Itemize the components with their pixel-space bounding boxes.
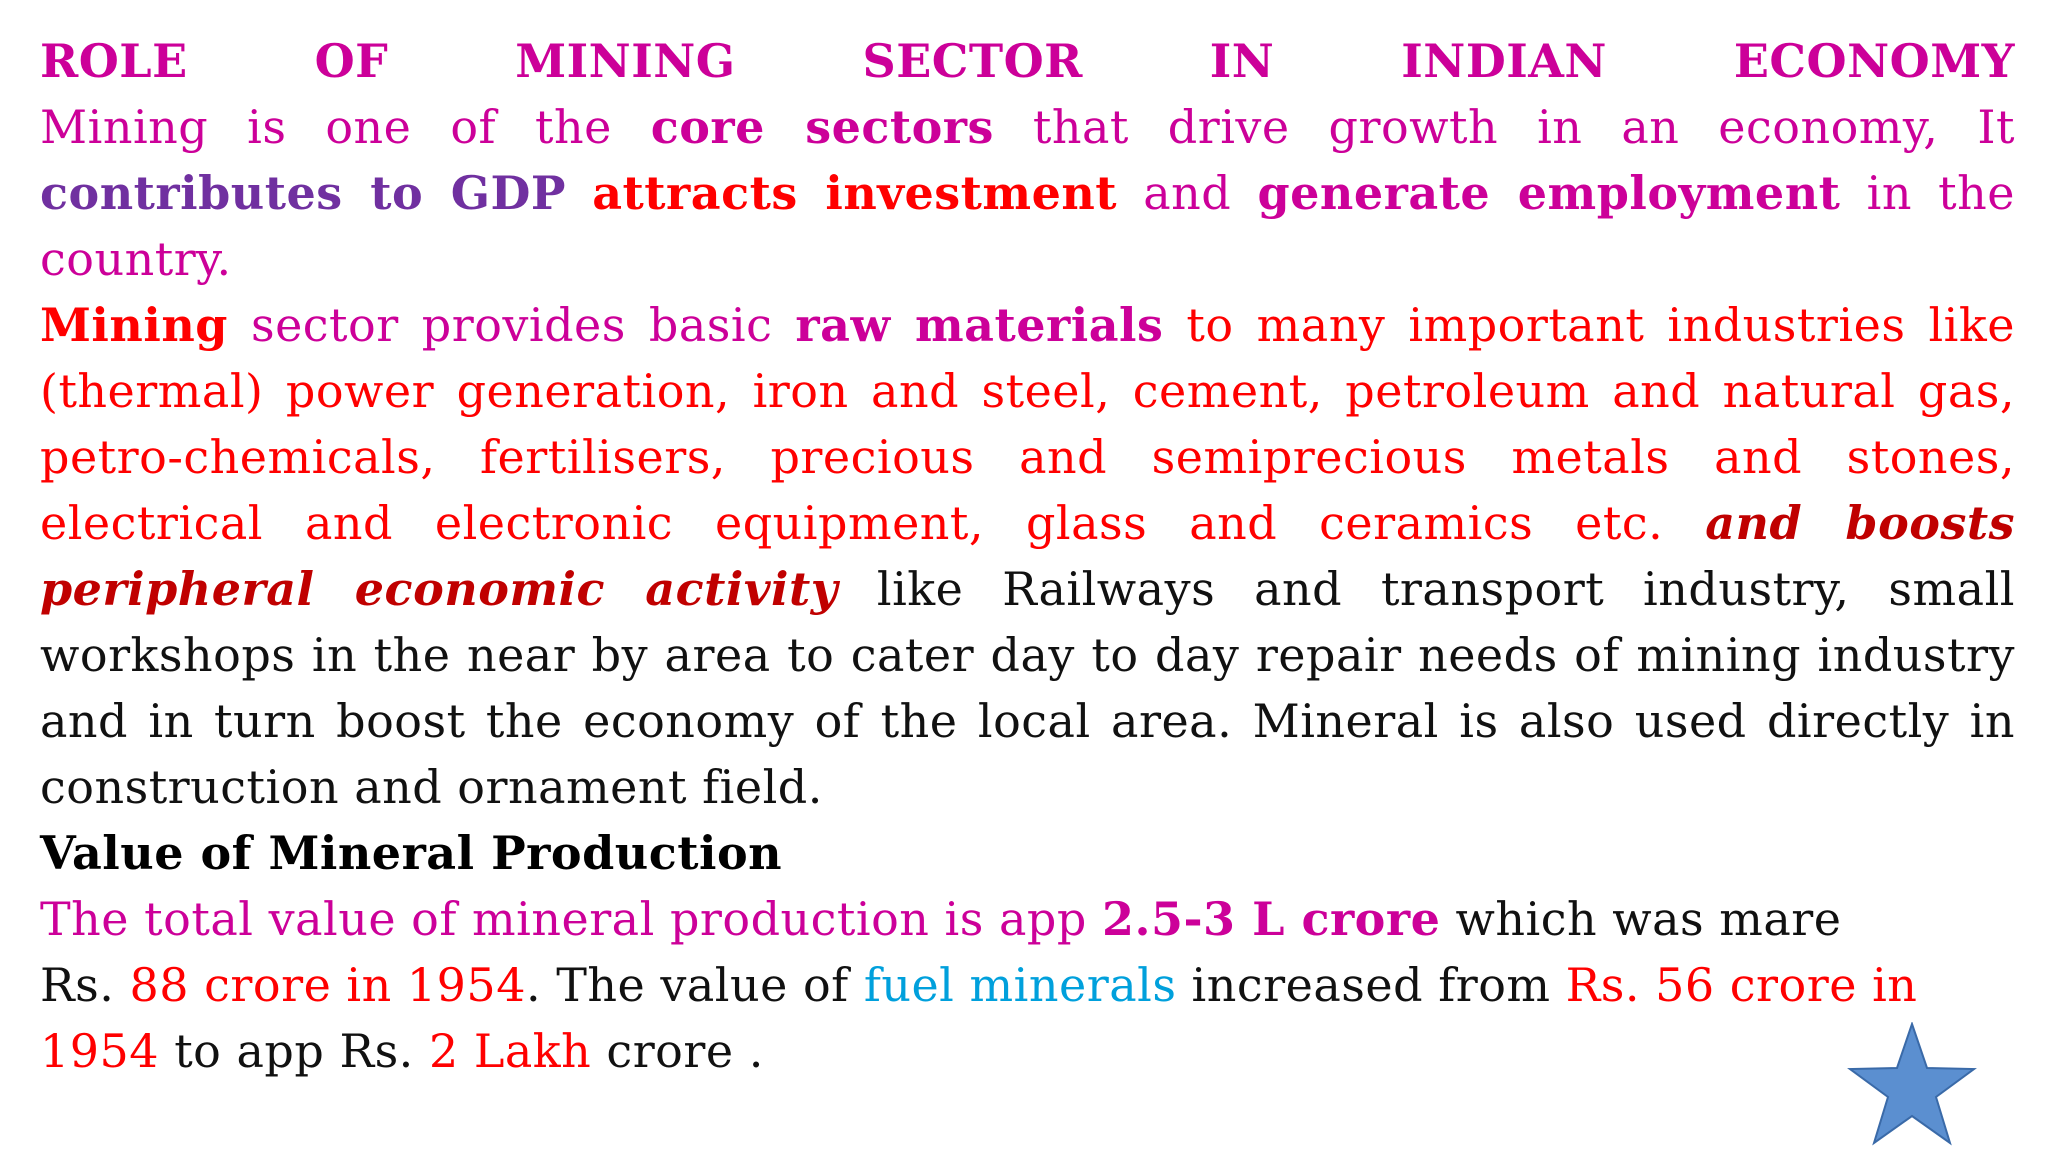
text-run: increased from: [1176, 958, 1566, 1012]
text-run: . The value of: [525, 958, 864, 1012]
text-run: core sectors: [650, 100, 994, 154]
text-run: Rs.: [40, 958, 130, 1012]
text-run: The total value of mineral production is…: [40, 892, 1102, 946]
text-run: fuel minerals: [863, 958, 1177, 1012]
text-run: generate employment: [1257, 166, 1841, 220]
text-run: contributes to GDP: [40, 166, 567, 220]
text-run: in the country.: [40, 166, 2016, 286]
text-run: 88 crore in 1954: [129, 958, 526, 1012]
text-run: which was mare: [1440, 892, 1842, 946]
intro-paragraph: Mining is one of the core sectors that d…: [40, 94, 2015, 292]
text-run: 2 Lakh: [428, 1024, 592, 1078]
slide-content: ROLE OF MINING SECTOR IN INDIAN ECONOMY …: [40, 28, 2015, 1084]
text-run: sector provides basic: [227, 298, 796, 352]
text-run: that drive growth in an economy, It: [993, 100, 2015, 154]
text-run: to many important industries like (therm…: [40, 298, 2015, 550]
text-run: crore .: [591, 1024, 764, 1078]
text-run: like Railways and transport industry, sm…: [40, 562, 2015, 814]
text-run: Mining: [40, 298, 228, 352]
title-word: IN: [1209, 34, 1275, 88]
text-run: and boosts peripheral economic activity: [40, 496, 2015, 616]
text-run: [566, 166, 592, 220]
text-run: Mining is one of the: [40, 100, 651, 154]
text-run: raw materials: [795, 298, 1164, 352]
section-heading: Value of Mineral Production: [40, 826, 783, 880]
title-word: MINING: [515, 34, 736, 88]
title-word: OF: [314, 34, 389, 88]
raw-materials-paragraph: Mining sector provides basic raw materia…: [40, 292, 2015, 820]
star-shape: [1847, 1022, 1977, 1146]
title-word: SECTOR: [862, 34, 1083, 88]
text-run: Rs. 56 crore in 1954: [40, 958, 1918, 1078]
title-word: ECONOMY: [1733, 34, 2015, 88]
text-run: attracts investment: [592, 166, 1118, 220]
value-paragraph: The total value of mineral production is…: [40, 886, 2015, 1084]
text-run: 2.5-3 L crore: [1101, 892, 1441, 946]
star-icon: [1847, 1022, 1977, 1146]
title-word: ROLE: [40, 34, 188, 88]
text-run: and: [1117, 166, 1258, 220]
slide-title: ROLE OF MINING SECTOR IN INDIAN ECONOMY: [40, 28, 2015, 94]
text-run: to app Rs.: [159, 1024, 429, 1078]
title-word: INDIAN: [1401, 34, 1607, 88]
